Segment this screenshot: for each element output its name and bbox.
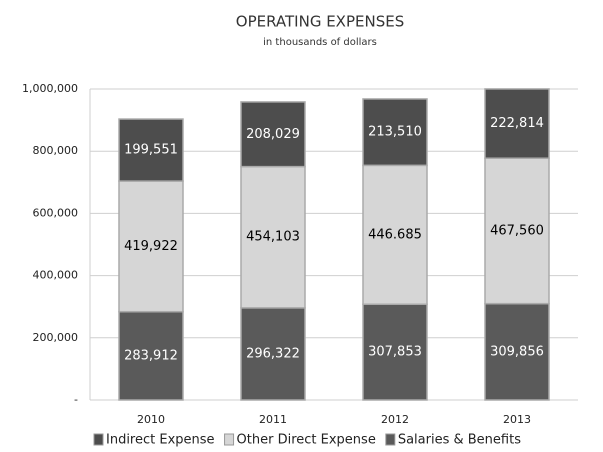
legend-label: Other Direct Expense <box>237 433 376 448</box>
x-tick-label: 2013 <box>503 413 531 426</box>
bar-segment <box>240 307 306 401</box>
value-label: 213,510 <box>368 125 422 140</box>
value-label: 208,029 <box>246 127 300 142</box>
y-tick-label: 600,000 <box>33 206 79 219</box>
value-label: 419,922 <box>124 239 178 254</box>
bar-segment <box>484 157 550 305</box>
bar-segment <box>362 303 428 401</box>
value-label: 222,814 <box>490 116 544 131</box>
legend-swatch <box>224 433 235 446</box>
y-tick-label: - <box>74 393 78 406</box>
value-label: 309,856 <box>490 344 544 359</box>
bar-segment <box>362 98 428 167</box>
legend-label: Indirect Expense <box>106 433 215 448</box>
bar-segment <box>118 310 184 401</box>
x-tick-label: 2011 <box>259 413 287 426</box>
chart-title: OPERATING EXPENSES <box>236 13 404 31</box>
bar-segment <box>240 101 306 168</box>
bar-segment <box>118 118 184 182</box>
y-tick-label: 1,000,000 <box>22 82 78 95</box>
bar-segment <box>362 164 428 306</box>
value-label: 296,322 <box>246 346 300 361</box>
value-label: 307,853 <box>368 345 422 360</box>
value-label: 446.685 <box>368 227 422 242</box>
y-tick-label: 800,000 <box>33 144 79 157</box>
value-label: 199,551 <box>124 143 178 158</box>
value-label: 467,560 <box>490 223 544 238</box>
value-label: 283,912 <box>124 348 178 363</box>
bar-segment <box>240 165 306 309</box>
y-tick-label: 200,000 <box>33 331 79 344</box>
value-label: 454,103 <box>246 230 300 245</box>
x-tick-label: 2012 <box>381 413 409 426</box>
x-tick-label: 2010 <box>137 413 165 426</box>
legend-label: Salaries & Benefits <box>398 433 521 448</box>
legend-swatch <box>93 433 104 446</box>
bar-segment <box>118 180 184 313</box>
bar-segment <box>484 302 550 401</box>
legend-swatch <box>385 433 396 446</box>
chart-subtitle: in thousands of dollars <box>263 37 377 48</box>
y-tick-label: 400,000 <box>33 269 79 282</box>
bar-segment <box>484 88 550 159</box>
